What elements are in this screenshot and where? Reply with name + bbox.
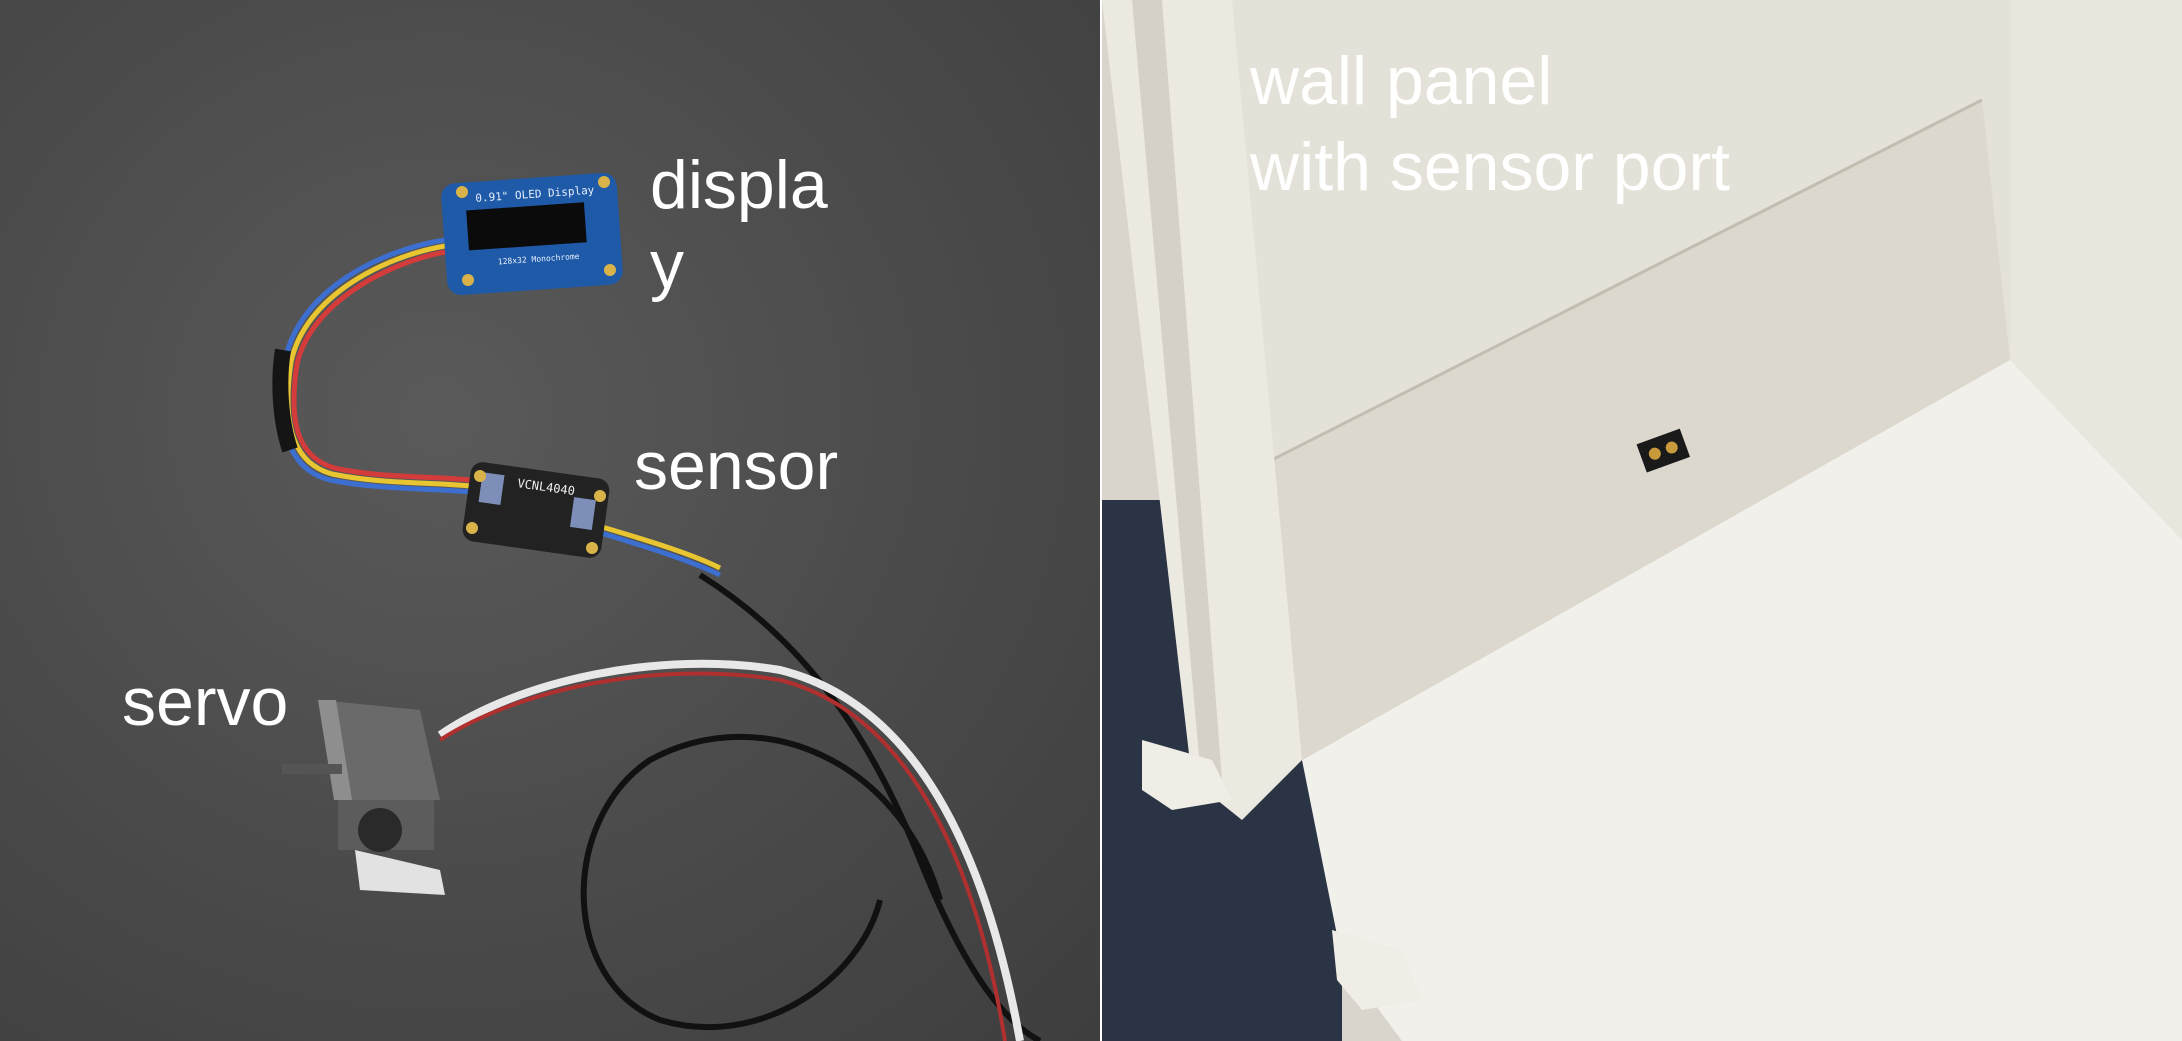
black-cable [698,572,1042,1041]
sensor-ribbon-cable [584,525,722,578]
wall-panel-illustration [1102,0,2182,1041]
wall-panel-label-line1: wall panel [1250,43,1553,119]
servo-cable [437,659,1024,1041]
sensor-board: VCNL4040 [462,462,610,558]
wall-panel-photo: wall panel with sensor port [1102,0,2182,1041]
components-photo: 0.91" OLED Display 128x32 Monochrome VCN… [0,0,1100,1041]
components-illustration: 0.91" OLED Display 128x32 Monochrome VCN… [272,172,1042,1041]
floor [1302,360,2182,1041]
sensor-label: sensor [634,428,839,504]
display-label: displa y [650,145,828,305]
display-label-line2: y [650,227,684,303]
wall-panel-label: wall panel with sensor port [1250,38,1730,210]
wall-panel-label-line2: with sensor port [1250,129,1730,205]
sensor-port [1636,428,1691,473]
servo-label: servo [122,664,289,740]
oled-display-board: 0.91" OLED Display 128x32 Monochrome [441,172,623,296]
black-cable-loop [580,734,943,1031]
servo-motor [282,700,445,895]
display-label-line1: displa [650,147,828,223]
